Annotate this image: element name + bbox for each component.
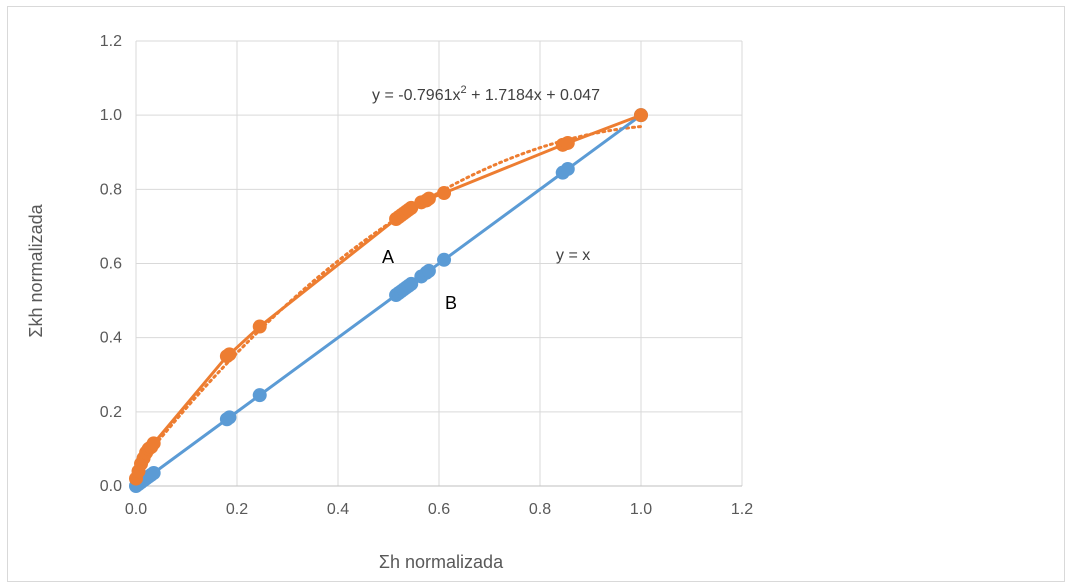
curve-label-a: A (382, 247, 394, 267)
series-1-point (222, 410, 237, 425)
x-tick-label: 0.4 (327, 501, 349, 518)
equation-suffix: + 1.7184x + 0.047 (467, 87, 601, 104)
series-1-point (252, 388, 267, 403)
x-tick-label: 0.6 (428, 501, 450, 518)
series-1-point (146, 466, 161, 481)
series-1-point (437, 252, 452, 267)
trendline-equation: y = -0.7961x2 + 1.7184x + 0.047 (372, 84, 600, 104)
series-points (129, 108, 648, 493)
equation-exponent: 2 (461, 84, 467, 96)
y-tick-labels: 0.0 0.2 0.4 0.6 0.8 1.0 1.2 (100, 33, 122, 495)
y-tick-label: 0.4 (100, 330, 122, 347)
x-tick-label: 0.0 (125, 501, 147, 518)
scatter-chart: 0.0 0.2 0.4 0.6 0.8 1.0 1.2 0.0 0.2 0.4 0.6 0.8 1.0… (26, 33, 753, 572)
series-2-point (560, 135, 575, 150)
y-tick-label: 0.6 (100, 256, 122, 273)
x-tick-label: 0.8 (529, 501, 551, 518)
y-tick-label: 1.0 (100, 107, 122, 124)
y-axis-title: Σkh normalizada (26, 203, 46, 337)
x-axis-title: Σh normalizada (379, 552, 504, 572)
x-tick-label: 0.2 (226, 501, 248, 518)
chart-frame: 0.0 0.2 0.4 0.6 0.8 1.0 1.2 0.0 0.2 0.4 0.6 0.8 1.0… (7, 6, 1065, 582)
axes (135, 41, 742, 487)
y-tick-label: 0.2 (100, 404, 122, 421)
series-2-point (437, 186, 452, 201)
x-tick-label: 1.0 (630, 501, 652, 518)
x-tick-labels: 0.0 0.2 0.4 0.6 0.8 1.0 1.2 (125, 501, 753, 518)
series-1-point (404, 276, 419, 291)
series-2-point (146, 436, 161, 451)
x-tick-label: 1.2 (731, 501, 753, 518)
series-2-point (634, 108, 648, 123)
y-tick-label: 0.8 (100, 181, 122, 198)
identity-line-label: y = x (556, 247, 590, 264)
y-tick-label: 0.0 (100, 478, 122, 495)
series-2-point (421, 191, 436, 206)
y-tick-label: 1.2 (100, 33, 122, 50)
equation-prefix: y = -0.7961x (372, 87, 461, 104)
curve-label-b: B (445, 293, 457, 313)
series-1-point (421, 263, 436, 278)
series-2-point (222, 347, 237, 362)
series-2-point (252, 319, 267, 334)
series-1-point (560, 161, 575, 176)
